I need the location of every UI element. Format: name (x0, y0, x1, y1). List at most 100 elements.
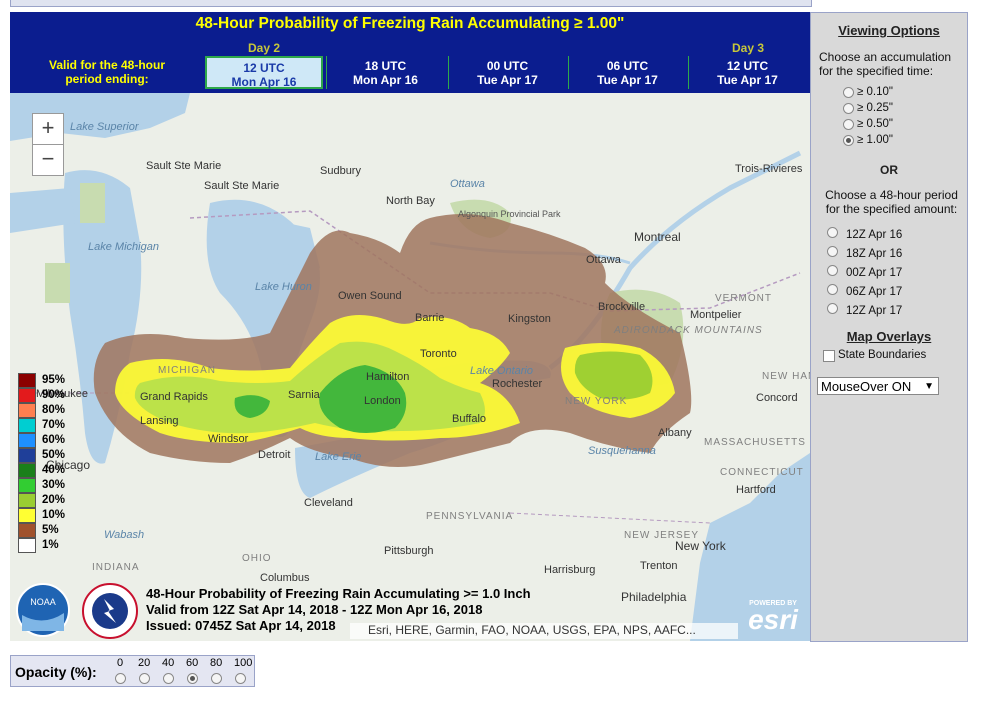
place-detroit: Detroit (258, 449, 291, 461)
place-rochester: Rochester (492, 378, 543, 390)
legend-swatch (18, 463, 36, 478)
period-radio[interactable] (827, 227, 838, 238)
place-montpelier: Montpelier (690, 309, 742, 321)
place-north-bay: North Bay (386, 195, 435, 207)
accum-option-label: ≥ 0.10" (857, 86, 893, 98)
place-hamilton: Hamilton (366, 371, 410, 383)
place-brockville: Brockville (598, 301, 646, 313)
region-pennsylvania: PENNSYLVANIA (426, 511, 514, 522)
label-lake-superior: Lake Superior (70, 121, 139, 133)
noaa-logo: NOAA (16, 583, 70, 637)
place-trenton: Trenton (640, 560, 678, 572)
opacity-radio[interactable] (139, 673, 150, 684)
label-lake-huron: Lake Huron (255, 281, 312, 293)
legend-swatch (18, 388, 36, 403)
viewing-options-panel: Viewing Options Choose an accumulation f… (810, 12, 968, 642)
label-lake-ontario: Lake Ontario (470, 365, 533, 377)
place-owen-sound: Owen Sound (338, 290, 402, 302)
accum-radio[interactable] (843, 135, 854, 146)
tab-18z-apr16[interactable]: 18 UTC Mon Apr 16 (326, 56, 444, 89)
legend-swatch (18, 403, 36, 418)
map-basemap (10, 93, 810, 641)
place-barrie: Barrie (415, 312, 445, 324)
tab-00z-apr17[interactable]: 00 UTC Tue Apr 17 (448, 56, 566, 89)
or-label: OR (880, 163, 898, 177)
legend-label: 20% (42, 494, 66, 506)
legend-label: 95% (42, 374, 66, 386)
period-radio[interactable] (827, 265, 838, 276)
esri-powered-text: POWERED BY (749, 600, 797, 607)
legend-label: 5% (42, 524, 59, 536)
region-new-york: NEW YORK (565, 396, 628, 407)
legend-swatch (18, 493, 36, 508)
period-radio[interactable] (827, 284, 838, 295)
place-grand-rapids: Grand Rapids (140, 391, 208, 403)
caption-line2: Valid from 12Z Sat Apr 14, 2018 - 12Z Mo… (146, 602, 483, 617)
place-pittsburgh: Pittsburgh (384, 545, 434, 557)
legend-label: 60% (42, 434, 66, 446)
state-boundaries-checkbox[interactable] (823, 350, 835, 362)
tab-time: 12 UTC (243, 61, 285, 75)
legend-swatch (18, 418, 36, 433)
legend-label: 90% (42, 389, 66, 401)
opacity-value-label: 100 (234, 657, 253, 669)
place-columbus: Columbus (260, 572, 310, 584)
place-milwaukee: Milwaukee (36, 388, 88, 400)
opacity-radio[interactable] (163, 673, 174, 684)
chevron-down-icon: ▼ (924, 381, 934, 392)
caption-line3: Issued: 0745Z Sat Apr 14, 2018 (146, 618, 336, 633)
tab-date: Mon Apr 16 (231, 75, 297, 89)
place-toronto: Toronto (420, 348, 457, 360)
period-radio[interactable] (827, 246, 838, 257)
place-kingston: Kingston (508, 313, 551, 325)
accum-radio[interactable] (843, 103, 854, 114)
label-lake-erie: Lake Erie (315, 451, 362, 463)
tab-12z-apr16[interactable]: 12 UTC Mon Apr 16 (205, 56, 323, 89)
legend-label: 1% (42, 539, 59, 551)
mouseover-select[interactable]: MouseOver ON ▼ (817, 377, 939, 395)
tab-time: 18 UTC (364, 59, 407, 73)
opacity-radio[interactable] (211, 673, 222, 684)
opacity-control: Opacity (%): 0 20 40 60 80 100 (10, 655, 255, 687)
legend-label: 30% (42, 479, 66, 491)
map-header: 48-Hour Probability of Freezing Rain Acc… (10, 12, 810, 93)
legend-swatch (18, 433, 36, 448)
opacity-radio[interactable] (187, 673, 198, 684)
place-sudbury: Sudbury (320, 165, 361, 177)
viewing-options-title: Viewing Options (838, 23, 940, 38)
valid-period-label: Valid for the 48-hour period ending: (48, 58, 165, 86)
opacity-radio[interactable] (115, 673, 126, 684)
opacity-label: Opacity (%): (15, 664, 97, 680)
tab-time: 00 UTC (486, 59, 529, 73)
legend-label: 80% (42, 404, 66, 416)
tab-06z-apr17[interactable]: 06 UTC Tue Apr 17 (568, 56, 686, 89)
period-radio[interactable] (827, 303, 838, 314)
accum-radio[interactable] (843, 119, 854, 130)
day3-label: Day 3 (732, 41, 765, 55)
tab-date: Tue Apr 17 (597, 73, 658, 87)
day2-label: Day 2 (248, 41, 281, 55)
zoom-out-button[interactable]: − (32, 144, 64, 176)
map-canvas[interactable]: Lake Superior Lake Michigan Lake Huron L… (10, 93, 810, 641)
place-chicago: Chicago (46, 458, 91, 472)
tab-time: 06 UTC (606, 59, 649, 73)
opacity-value-label: 60 (186, 657, 199, 669)
place-algonquin: Algonquin Provincial Park (458, 209, 561, 219)
period-option-label: 12Z Apr 17 (846, 305, 903, 317)
zoom-in-button[interactable]: + (32, 113, 64, 145)
place-sault-ste-marie-2: Sault Ste Marie (204, 180, 280, 192)
accum-radio[interactable] (843, 87, 854, 98)
tab-date: Tue Apr 17 (477, 73, 538, 87)
map-title: 48-Hour Probability of Freezing Rain Acc… (195, 15, 625, 32)
tab-12z-apr17[interactable]: 12 UTC Tue Apr 17 (688, 56, 806, 89)
legend-swatch (18, 478, 36, 493)
noaa-text: NOAA (30, 597, 56, 607)
region-new-jersey: NEW JERSEY (624, 530, 700, 541)
top-strip (10, 0, 812, 7)
opacity-value-label: 40 (162, 657, 175, 669)
accum-prompt: Choose an accumulation for the specified… (819, 50, 952, 78)
tab-date: Mon Apr 16 (353, 73, 418, 87)
opacity-radio[interactable] (235, 673, 246, 684)
place-sarnia: Sarnia (288, 389, 320, 401)
accum-option-label: ≥ 1.00" (857, 134, 893, 146)
